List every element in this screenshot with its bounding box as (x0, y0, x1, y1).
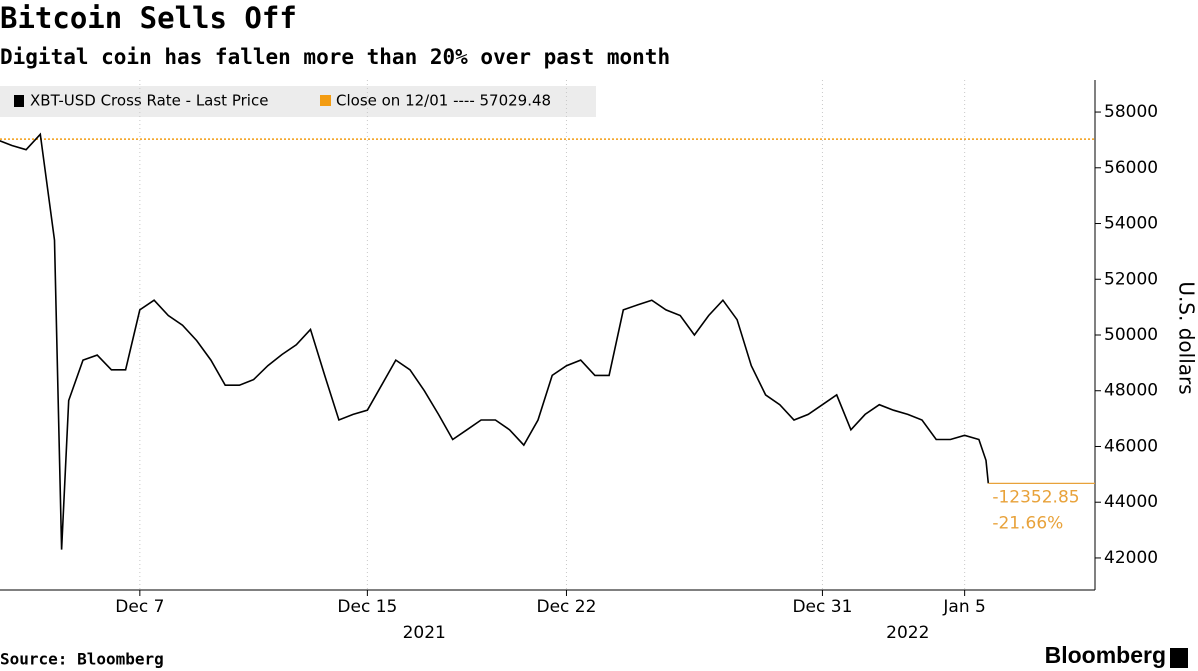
legend-swatch (320, 95, 331, 106)
y-axis-title: U.S. dollars (1175, 281, 1198, 394)
y-tick-label: 42000 (1104, 548, 1158, 568)
annotation: -12352.85 (992, 487, 1079, 507)
chart-title: Bitcoin Sells Off (0, 1, 297, 35)
y-tick-label: 54000 (1104, 214, 1158, 234)
legend-label: XBT-USD Cross Rate - Last Price (30, 92, 268, 110)
x-tick-label: Dec 7 (115, 597, 164, 617)
y-tick-label: 48000 (1104, 381, 1158, 401)
y-tick-label: 46000 (1104, 436, 1158, 456)
y-tick-label: 56000 (1104, 158, 1158, 178)
year-label: 2021 (403, 623, 446, 643)
y-tick-label: 52000 (1104, 269, 1158, 289)
x-tick-label: Dec 15 (337, 597, 397, 617)
y-tick-label: 50000 (1104, 325, 1158, 345)
y-tick-label: 58000 (1104, 102, 1158, 122)
legend-swatch (14, 95, 24, 107)
legend-box (0, 86, 596, 117)
source: Source: Bloomberg (0, 650, 164, 669)
x-tick-label: Dec 22 (536, 597, 596, 617)
brand-mark (1170, 648, 1188, 668)
x-tick-label: Jan 5 (942, 597, 985, 617)
legend-label: Close on 12/01 ---- 57029.48 (336, 92, 551, 110)
year-label: 2022 (886, 623, 929, 643)
brand: Bloomberg (1045, 642, 1166, 668)
chart-subtitle: Digital coin has fallen more than 20% ov… (0, 45, 670, 69)
y-tick-label: 44000 (1104, 492, 1158, 512)
line-series (0, 132, 990, 550)
annotation: -21.66% (992, 513, 1063, 533)
x-tick-label: Dec 31 (792, 597, 852, 617)
